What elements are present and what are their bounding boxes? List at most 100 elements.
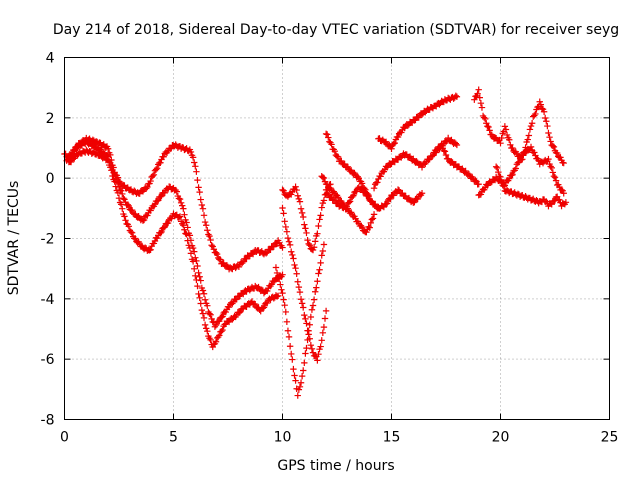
data-point — [365, 223, 372, 231]
data-point — [207, 236, 214, 244]
data-point — [219, 313, 226, 320]
data-point — [272, 264, 280, 271]
x-tick-label: 10 — [274, 430, 292, 446]
data-point — [216, 317, 223, 325]
data-point — [192, 163, 199, 170]
data-point — [363, 228, 370, 236]
data-point — [527, 122, 535, 130]
data-point — [270, 243, 277, 250]
data-point — [273, 269, 281, 277]
data-point — [497, 139, 504, 147]
data-point — [387, 161, 394, 168]
data-point — [404, 122, 412, 129]
data-point — [527, 143, 535, 151]
data-point — [219, 326, 226, 334]
data-point — [205, 231, 212, 238]
data-point — [281, 302, 288, 309]
data-point — [221, 321, 228, 328]
data-point — [506, 175, 513, 182]
data-point — [418, 190, 426, 197]
data-point — [486, 127, 493, 134]
data-point — [196, 273, 203, 280]
data-point — [176, 213, 184, 220]
data-point — [199, 310, 207, 317]
data-point — [323, 131, 331, 138]
data-point — [474, 90, 481, 97]
data-point — [496, 173, 503, 180]
data-point — [177, 199, 185, 207]
data-point — [383, 200, 391, 207]
data-point — [157, 229, 164, 237]
data-point — [181, 211, 188, 218]
data-point — [514, 159, 522, 166]
data-point — [316, 266, 323, 273]
data-point — [475, 181, 482, 188]
data-point — [207, 336, 214, 344]
data-point — [274, 292, 282, 300]
data-point — [462, 167, 469, 175]
y-tick-label: -4 — [41, 292, 55, 308]
data-point — [121, 213, 128, 220]
data-point — [368, 216, 376, 223]
data-point — [235, 309, 243, 317]
data-point — [440, 147, 448, 154]
grid-lines — [64, 57, 610, 420]
data-point — [314, 230, 321, 237]
data-point — [252, 300, 259, 308]
data-point — [203, 222, 210, 229]
data-point — [492, 163, 500, 170]
data-point — [108, 167, 115, 174]
data-point — [334, 153, 342, 161]
data-point — [536, 98, 543, 105]
data-point — [303, 344, 310, 352]
data-point — [152, 166, 160, 173]
data-point — [361, 185, 368, 192]
data-point — [144, 183, 151, 191]
data-point — [353, 188, 360, 195]
data-point — [547, 163, 554, 170]
data-point — [301, 359, 308, 367]
data-point — [534, 103, 541, 111]
data-point — [413, 158, 420, 165]
data-point — [548, 164, 555, 172]
data-point — [208, 315, 215, 323]
data-point — [365, 191, 372, 199]
data-point — [62, 150, 69, 158]
data-point — [283, 318, 291, 325]
data-point — [315, 222, 322, 230]
data-point — [323, 181, 331, 188]
data-point — [193, 168, 200, 175]
data-point — [325, 134, 332, 141]
series-track-e — [279, 204, 330, 364]
data-point — [193, 276, 200, 284]
data-point — [374, 179, 381, 186]
data-point — [387, 195, 394, 203]
data-point — [480, 114, 488, 121]
data-point — [203, 325, 210, 332]
data-point — [320, 197, 328, 204]
data-point — [276, 275, 283, 283]
data-point — [350, 192, 357, 199]
data-point — [425, 156, 432, 163]
data-point — [184, 224, 191, 231]
data-point — [201, 218, 209, 226]
y-tick-label: 2 — [46, 111, 55, 127]
data-point — [300, 367, 307, 374]
data-point — [390, 140, 397, 148]
data-point — [284, 234, 292, 242]
data-point — [483, 120, 490, 127]
data-point — [297, 379, 305, 386]
data-point — [288, 191, 295, 198]
data-point — [280, 210, 287, 217]
data-point — [209, 243, 216, 250]
data-point — [375, 205, 382, 212]
data-point — [369, 215, 377, 222]
data-point — [338, 157, 345, 165]
data-point — [125, 223, 133, 230]
data-point — [213, 250, 221, 258]
data-point — [139, 217, 147, 224]
data-point — [475, 86, 482, 93]
x-tick-label: 15 — [383, 430, 401, 446]
data-point — [308, 306, 316, 313]
data-point — [279, 186, 286, 194]
